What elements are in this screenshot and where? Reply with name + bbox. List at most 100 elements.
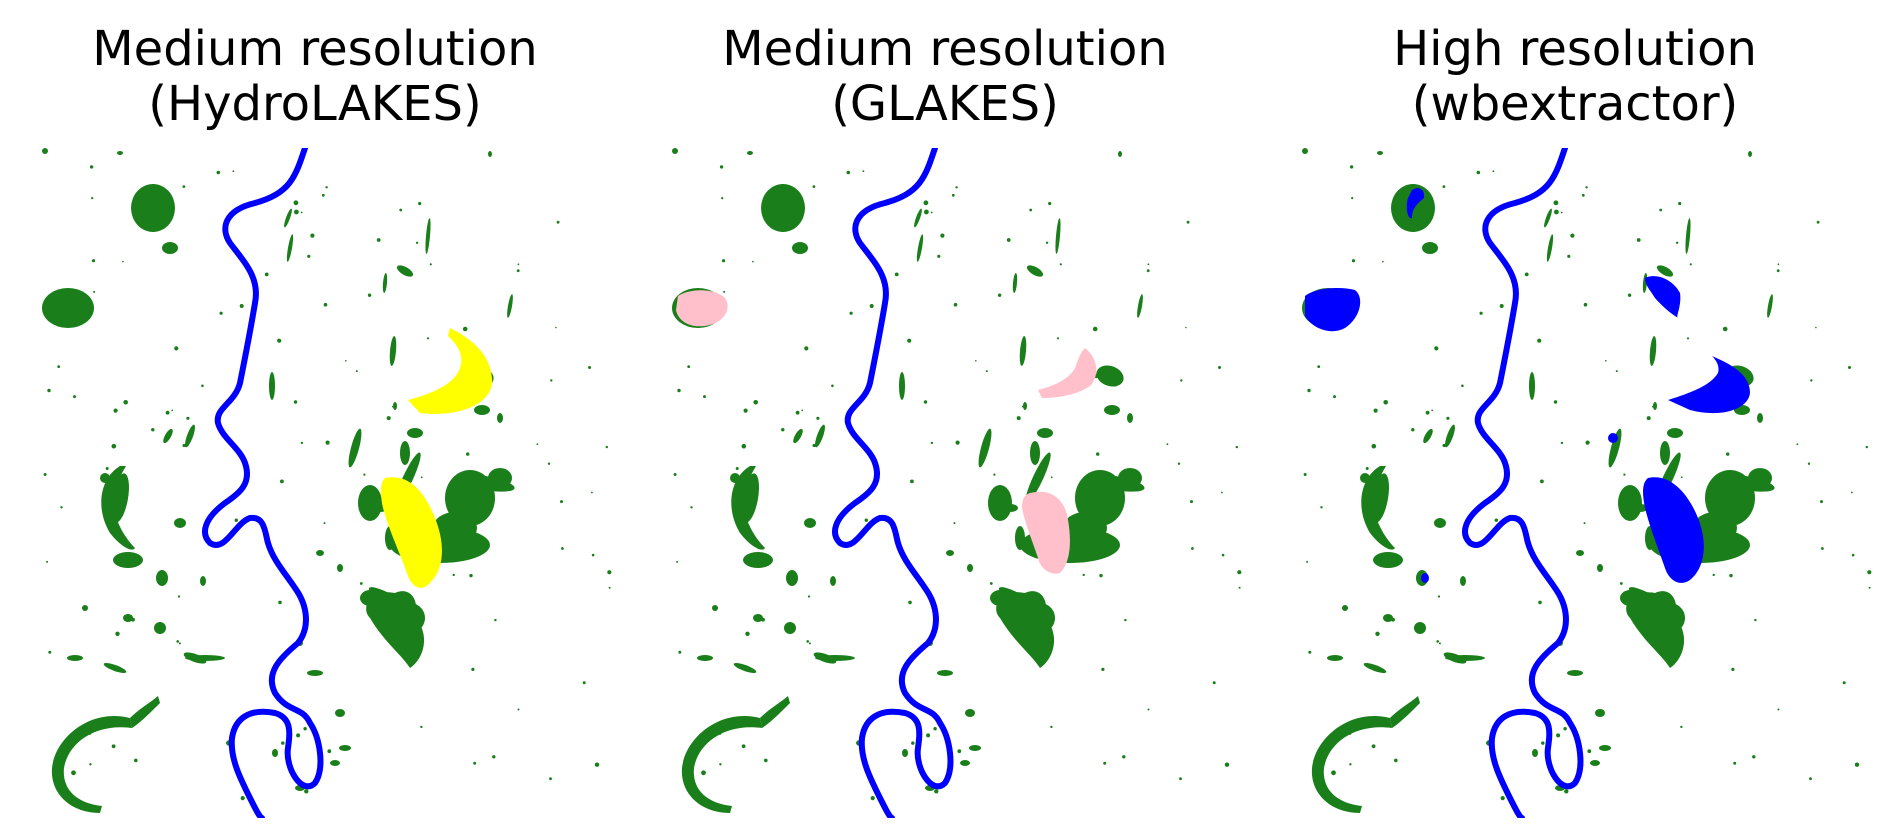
title-line-1: Medium resolution [722,21,1168,77]
wetland-speck [723,290,726,293]
wetland-speck [1431,409,1434,412]
wetland-patch [200,576,206,586]
wetland-speck [1689,263,1692,266]
wetland-speck [367,293,372,297]
wetland-speck [323,522,326,525]
wetland-patch [747,151,753,155]
wetland-speck [1540,479,1544,484]
wetland-patch [965,709,975,717]
wetland-speck [1351,259,1356,263]
wetland-patch [1546,234,1554,262]
wetland-speck [1722,326,1728,332]
wetland-patch [103,663,127,673]
wetland-speck [1308,650,1312,654]
wetland-speck [894,272,899,277]
wetland-arc [101,466,135,550]
wetland-speck [1499,304,1504,308]
wetland-speck [1476,170,1481,175]
wetland-mass [366,591,425,668]
wetland-speck [1059,263,1062,266]
wetland-speck [1563,727,1567,731]
wetland-speck [415,241,419,244]
wetland-speck [1092,326,1098,332]
wetland-speck [151,428,155,432]
wetland-speck [588,366,591,369]
wetland-patch [753,614,763,622]
wetland-speck [307,254,311,258]
wetland-speck [1636,238,1641,242]
wetland-mass [996,591,1055,668]
wetland-speck [1842,681,1846,685]
wetland-speck [1777,708,1780,711]
wetland-speck [455,539,460,544]
wetland-patch [1590,760,1600,766]
wetland-speck [804,346,809,351]
wetland-speck [1851,553,1855,557]
wetland-patch [1748,151,1752,157]
wetland-patch [1595,709,1605,717]
wetland-speck [1777,263,1780,266]
wetland-speck [186,416,190,420]
wetland-speck [516,269,520,273]
wetland-speck [1446,416,1450,420]
wetland-patch [433,512,477,544]
wetland-speck [232,170,235,173]
lake-polygon [1608,433,1618,443]
wetland-speck [953,302,958,307]
wetland-speck [177,595,181,598]
map-hydrolakes [40,148,620,818]
wetland-patch [174,518,186,528]
wetland-arc [51,716,132,813]
wetland-speck [849,311,853,315]
wetland-patch [1012,273,1018,293]
wetland-speck [1237,570,1242,575]
wetland-speck [752,260,754,263]
map-background [40,148,620,818]
wetland-speck [234,518,238,522]
wetland-speck [1686,337,1690,340]
wetland-speck [264,272,269,277]
wetland-speck [1456,656,1462,662]
wetland-speck [73,395,76,399]
wetland-speck [1554,209,1559,215]
wetland-patch [1667,428,1683,438]
wetland-speck [1050,725,1053,729]
wetland-speck [1349,763,1352,766]
wetland-speck [1437,595,1441,598]
wetland-speck [1306,560,1309,563]
wetland-patch [978,428,992,468]
wetland-speck [174,346,179,351]
wetland-speck [47,388,51,393]
wetland-speck [1541,741,1545,745]
wetland-speck [1492,170,1495,173]
wetland-speck [1101,667,1105,672]
wetland-speck [517,263,520,266]
wetland-speck [908,600,912,605]
wetland-speck [277,338,282,343]
wetland-speck [1678,201,1682,206]
wetland-speck [1177,462,1181,465]
wetland-patch [946,550,954,556]
wetland-speck [1585,440,1590,445]
wetland-speck [795,410,800,415]
wetland-speck [171,409,174,412]
wetland-speck [923,200,929,206]
wetland-patch [1434,518,1446,528]
wetland-speck [812,443,816,448]
wetland-patch [330,760,340,766]
wetland-patch [1599,745,1611,751]
wetland-patch [761,184,805,232]
wetland-speck [911,741,915,745]
panel-title: Medium resolution (HydroLAKES) [0,22,630,132]
wetland-patch [1118,151,1122,157]
wetland-patch [507,294,513,318]
wetland-speck [1553,200,1559,206]
lake-polygon [1645,276,1681,318]
wetland-speck [1680,725,1683,729]
wetland-patch [497,413,503,423]
wetland-patch [1632,504,1648,512]
wetland-patch [117,151,123,155]
wetland-speck [743,408,748,413]
wetland-patch [743,552,773,568]
wetland-speck [1727,499,1731,503]
